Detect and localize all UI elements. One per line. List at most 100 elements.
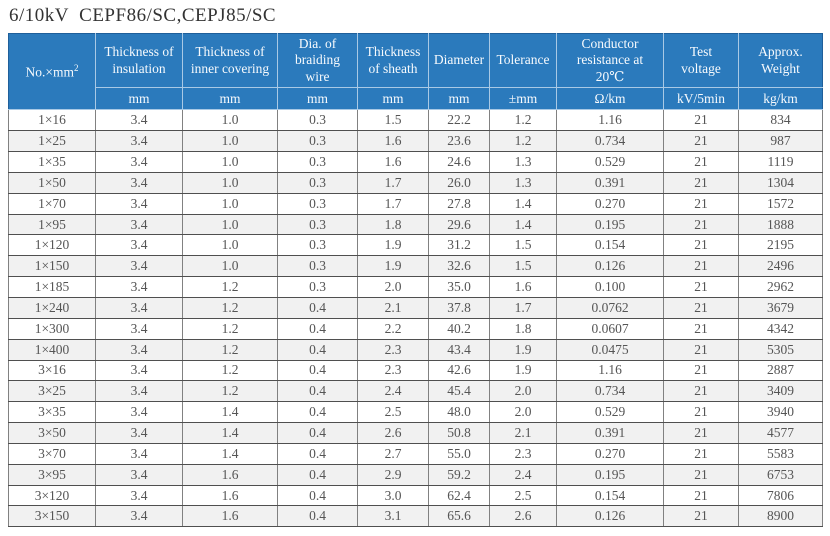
cell-approx-weight: 834 [738,109,823,132]
cell-sheath-thickness: 3.0 [357,484,429,507]
cell-conductor-resistance: 0.529 [556,151,664,173]
cell-diameter: 42.6 [428,359,490,382]
cell-insulation-thickness: 3.4 [95,192,183,215]
cell-test-voltage: 21 [663,276,739,298]
cell-braiding-wire-dia: 0.3 [277,255,358,278]
cell-sheath-thickness: 1.7 [357,171,429,194]
cell-sheath-thickness: 2.2 [357,317,429,340]
cell-test-voltage: 21 [663,213,739,236]
table-row: 1×50 3.4 1.0 0.3 1.7 26.0 1.3 0.391 21 1… [8,171,823,194]
cell-test-voltage: 21 [663,297,739,319]
cell-sheath-thickness: 2.9 [357,463,429,486]
cell-tolerance: 1.9 [489,338,557,361]
cell-approx-weight: 2887 [738,359,823,382]
cell-braiding-wire-dia: 0.4 [277,463,358,486]
cell-sheath-thickness: 2.7 [357,442,429,465]
cell-tolerance: 2.5 [489,484,557,507]
table-row: 1×35 3.4 1.0 0.3 1.6 24.6 1.3 0.529 21 1… [8,151,823,173]
cell-insulation-thickness: 3.4 [95,109,183,132]
header-inner-covering-thickness: Thickness of inner covering [182,32,278,89]
cell-diameter: 62.4 [428,484,490,507]
cell-insulation-thickness: 3.4 [95,359,183,382]
cell-insulation-thickness: 3.4 [95,463,183,486]
cell-tolerance: 1.4 [489,192,557,215]
cell-sheath-thickness: 1.8 [357,213,429,236]
cell-conductor-resistance: 0.0475 [556,338,664,361]
cell-braiding-wire-dia: 0.4 [277,505,358,528]
cell-inner-covering-thickness: 1.2 [182,276,278,298]
cell-approx-weight: 4342 [738,317,823,340]
header-size-label: No.×mm [25,64,75,80]
cell-inner-covering-thickness: 1.2 [182,297,278,319]
cell-diameter: 43.4 [428,338,490,361]
table-header: No.×mm2 Thickness of insulation Thicknes… [8,32,823,111]
cell-inner-covering-thickness: 1.6 [182,463,278,486]
table-row: 3×35 3.4 1.4 0.4 2.5 48.0 2.0 0.529 21 3… [8,401,823,424]
cell-approx-weight: 3409 [738,380,823,403]
cell-tolerance: 2.1 [489,422,557,444]
unit-test-voltage: kV/5min [663,87,739,111]
cell-diameter: 59.2 [428,463,490,486]
cell-size: 1×185 [8,276,96,298]
cell-approx-weight: 1572 [738,192,823,215]
table-row: 3×70 3.4 1.4 0.4 2.7 55.0 2.3 0.270 21 5… [8,442,823,465]
table-row: 3×120 3.4 1.6 0.4 3.0 62.4 2.5 0.154 21 … [8,484,823,507]
cell-braiding-wire-dia: 0.3 [277,234,358,257]
table-row: 3×16 3.4 1.2 0.4 2.3 42.6 1.9 1.16 21 28… [8,359,823,382]
cell-size: 3×150 [8,505,96,528]
cell-inner-covering-thickness: 1.0 [182,171,278,194]
cell-insulation-thickness: 3.4 [95,151,183,173]
header-braiding-wire-dia: Dia. of braiding wire [277,32,358,89]
cell-test-voltage: 21 [663,422,739,444]
cell-sheath-thickness: 2.3 [357,359,429,382]
cell-test-voltage: 21 [663,380,739,403]
unit-tolerance: ±mm [489,87,557,111]
header-approx-weight: Approx. Weight [738,32,823,89]
cell-braiding-wire-dia: 0.3 [277,192,358,215]
cell-test-voltage: 21 [663,151,739,173]
cell-approx-weight: 1888 [738,213,823,236]
header-conductor-resistance: Conductor resistance at 20℃ [556,32,664,89]
header-unit-row: mm mm mm mm mm ±mm Ω/km kV/5min kg/km [9,87,823,111]
header-label-row: No.×mm2 Thickness of insulation Thicknes… [8,32,823,111]
cell-inner-covering-thickness: 1.6 [182,484,278,507]
cell-inner-covering-thickness: 1.0 [182,255,278,278]
cell-conductor-resistance: 0.734 [556,380,664,403]
table-row: 3×95 3.4 1.6 0.4 2.9 59.2 2.4 0.195 21 6… [8,463,823,486]
cell-conductor-resistance: 0.154 [556,484,664,507]
cell-approx-weight: 2195 [738,234,823,257]
cell-tolerance: 1.3 [489,151,557,173]
cell-sheath-thickness: 2.0 [357,276,429,298]
cell-tolerance: 1.3 [489,171,557,194]
cell-test-voltage: 21 [663,317,739,340]
cell-insulation-thickness: 3.4 [95,338,183,361]
cell-braiding-wire-dia: 0.4 [277,401,358,424]
cell-size: 1×70 [8,192,96,215]
cell-approx-weight: 5583 [738,442,823,465]
cell-tolerance: 2.6 [489,505,557,528]
header-diameter: Diameter [428,32,490,89]
cell-test-voltage: 21 [663,401,739,424]
table-row: 1×95 3.4 1.0 0.3 1.8 29.6 1.4 0.195 21 1… [8,213,823,236]
table-row: 1×16 3.4 1.0 0.3 1.5 22.2 1.2 1.16 21 83… [8,109,823,132]
cell-test-voltage: 21 [663,109,739,132]
cell-insulation-thickness: 3.4 [95,442,183,465]
cell-size: 3×25 [8,380,96,403]
cell-insulation-thickness: 3.4 [95,401,183,424]
cell-test-voltage: 21 [663,484,739,507]
cell-diameter: 23.6 [428,130,490,153]
cell-insulation-thickness: 3.4 [95,380,183,403]
cell-conductor-resistance: 1.16 [556,109,664,132]
cell-inner-covering-thickness: 1.0 [182,151,278,173]
cell-inner-covering-thickness: 1.4 [182,401,278,424]
cell-approx-weight: 1119 [738,151,823,173]
cell-sheath-thickness: 1.6 [357,151,429,173]
cell-braiding-wire-dia: 0.3 [277,109,358,132]
cell-braiding-wire-dia: 0.4 [277,380,358,403]
cell-approx-weight: 3679 [738,297,823,319]
cell-conductor-resistance: 0.391 [556,422,664,444]
header-sheath-thickness: Thickness of sheath [357,32,429,89]
cell-braiding-wire-dia: 0.4 [277,422,358,444]
cell-tolerance: 2.0 [489,380,557,403]
unit-weight: kg/km [738,87,823,111]
